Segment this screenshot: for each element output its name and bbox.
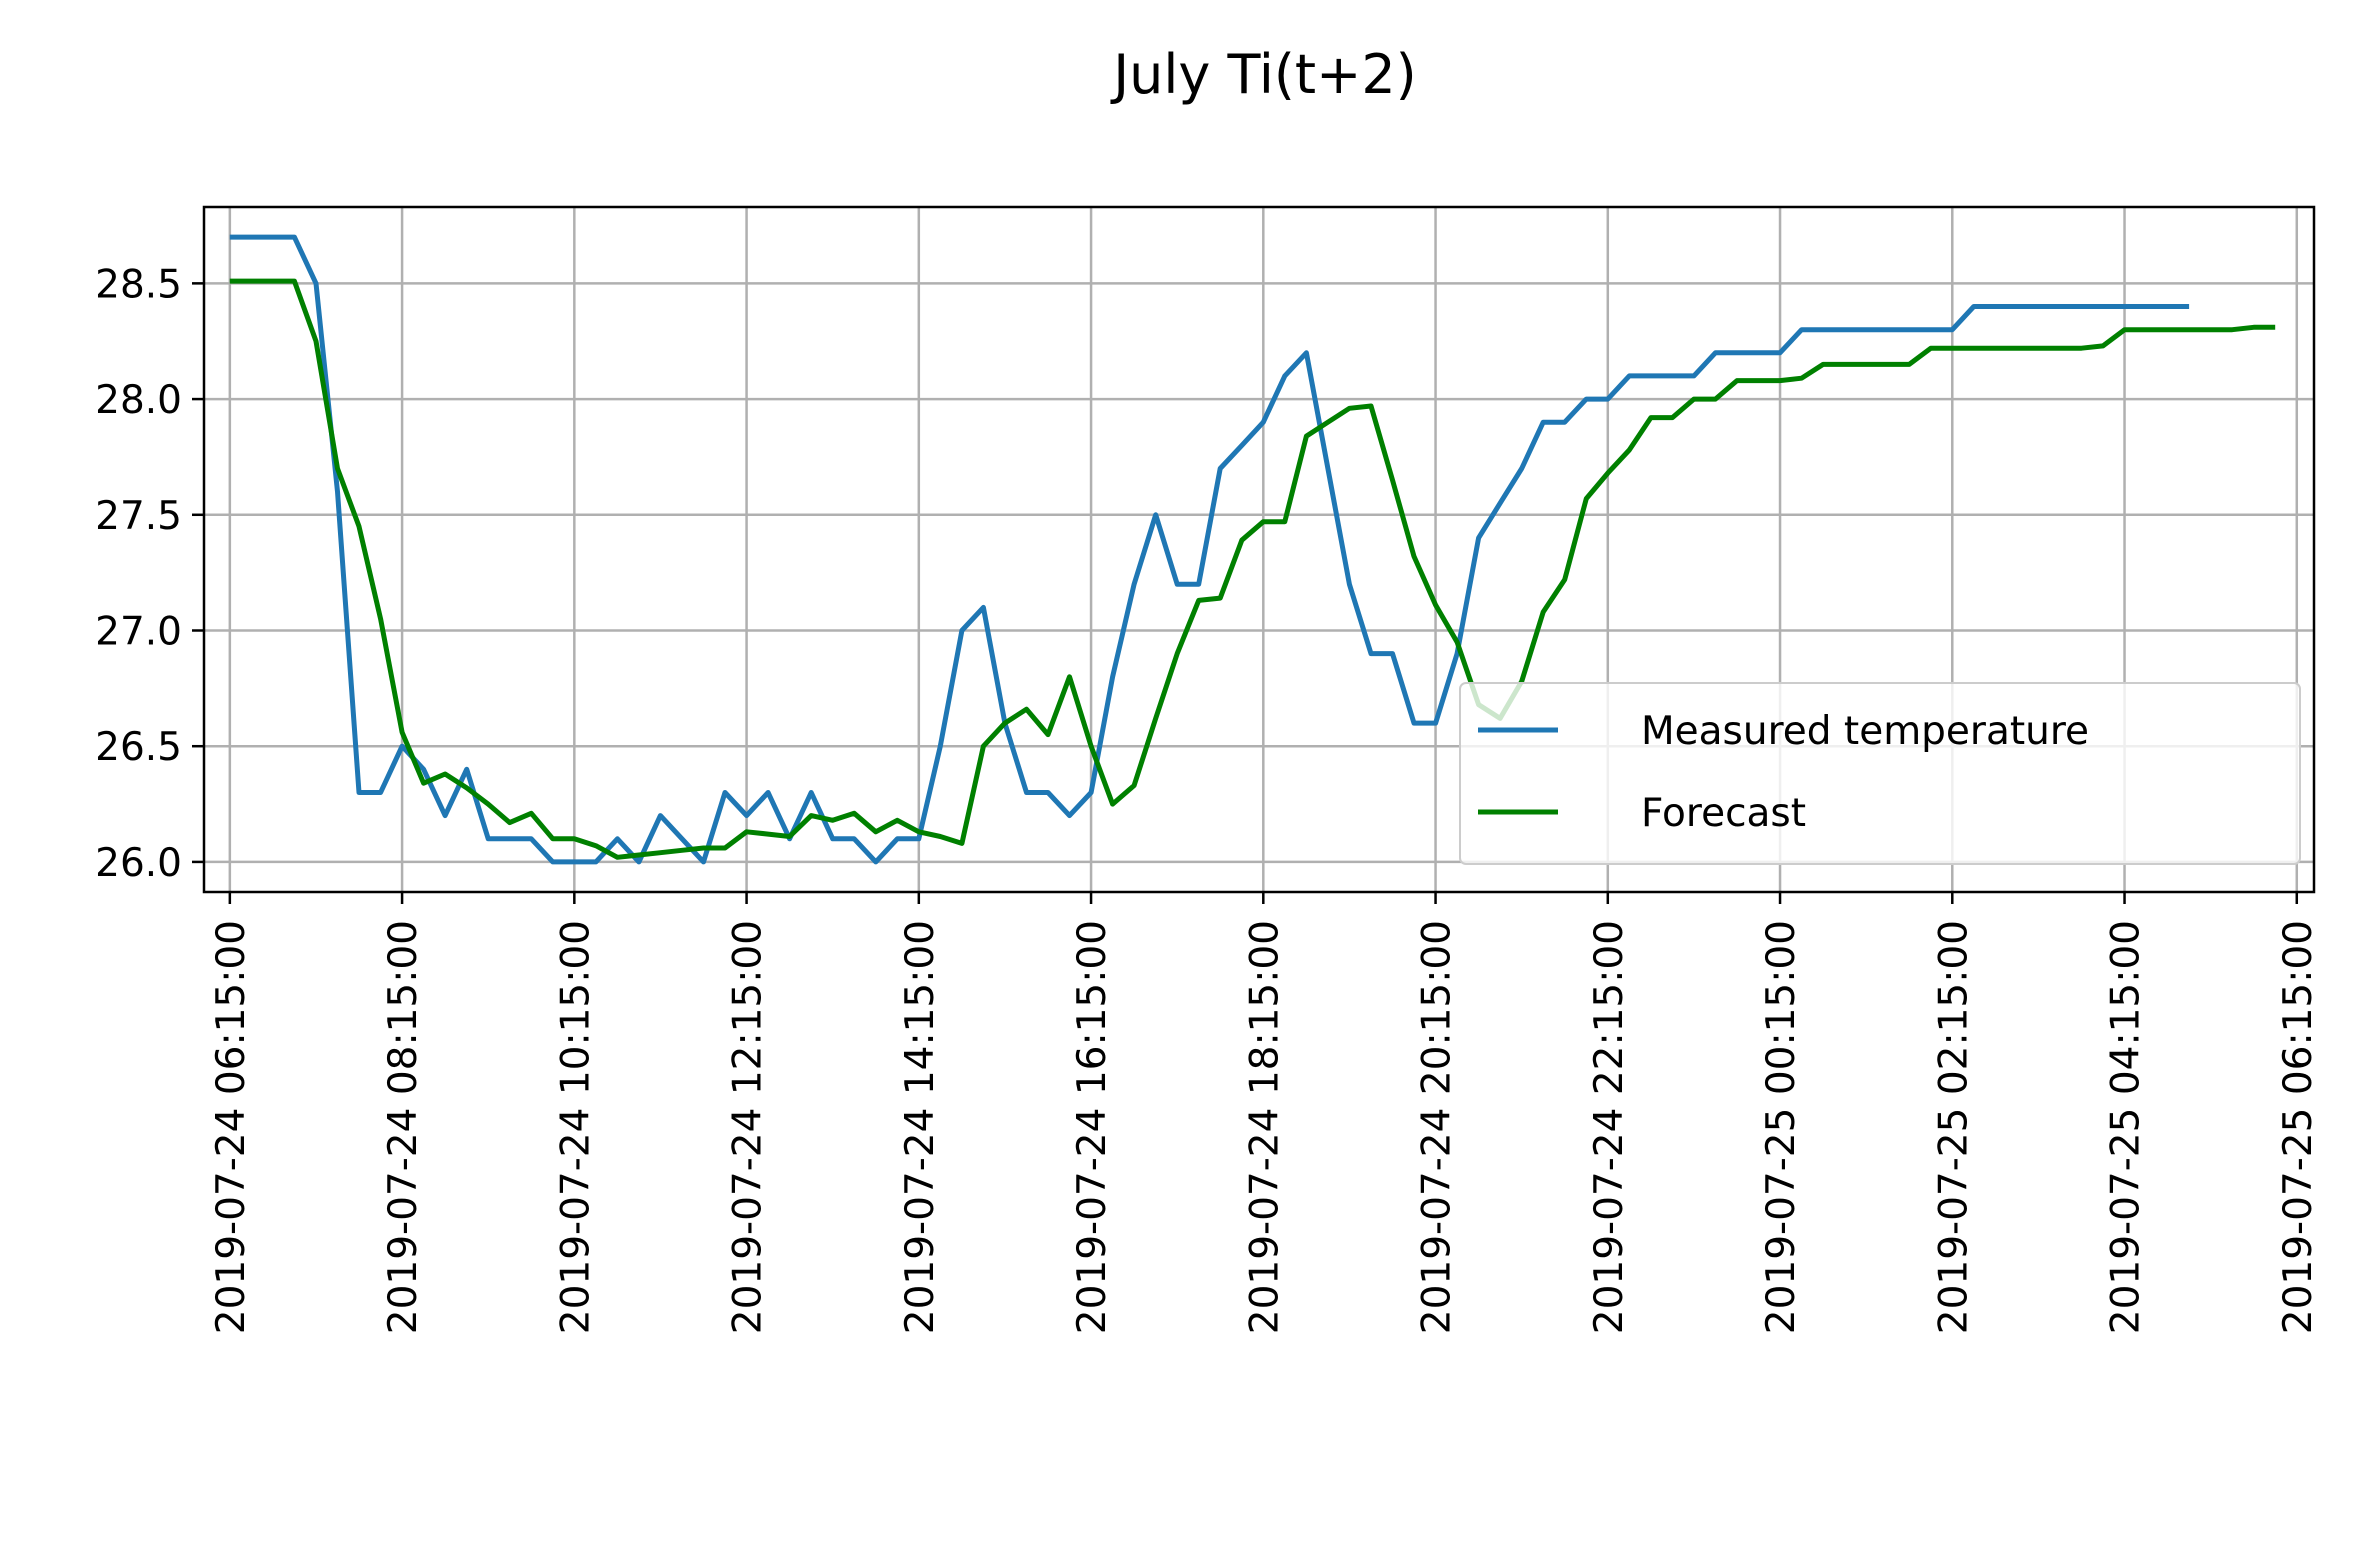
- y-tick-label: 28.0: [95, 378, 182, 423]
- x-tick-label: 2019-07-25 04:15:00: [2104, 920, 2149, 1334]
- x-tick-label: 2019-07-25 06:15:00: [2276, 920, 2321, 1334]
- x-tick-label: 2019-07-24 18:15:00: [1242, 920, 1287, 1334]
- y-tick-label: 26.0: [95, 841, 182, 886]
- y-tick-label: 28.5: [95, 262, 182, 307]
- legend-label-forecast: Forecast: [1641, 791, 1806, 836]
- x-tick-label: 2019-07-24 22:15:00: [1587, 920, 1632, 1334]
- legend-label-measured: Measured temperature: [1641, 709, 2089, 754]
- y-tick-label: 27.5: [95, 494, 182, 539]
- x-tick-label: 2019-07-24 06:15:00: [209, 920, 254, 1334]
- x-tick-label: 2019-07-25 00:15:00: [1759, 920, 1804, 1334]
- x-tick-label: 2019-07-24 20:15:00: [1415, 920, 1460, 1334]
- x-tick-label: 2019-07-24 14:15:00: [898, 920, 943, 1334]
- x-axis: 2019-07-24 06:15:00 2019-07-24 08:15:00 20…: [209, 892, 2321, 1334]
- series-layer: [229, 234, 2276, 865]
- x-tick-label: 2019-07-24 10:15:00: [553, 920, 598, 1334]
- legend-box: [1459, 682, 2301, 865]
- forecast-line: [229, 278, 2276, 860]
- x-tick-label: 2019-07-24 08:15:00: [381, 920, 426, 1334]
- chart-title: July Ti(t+2): [1110, 43, 1417, 106]
- x-tick-label: 2019-07-24 12:15:00: [726, 920, 771, 1334]
- plot-frame: [202, 205, 2316, 894]
- legend: Measured temperature Forecast: [1459, 682, 2301, 865]
- y-axis: 26.0 26.5 27.0 27.5 28.0 28.5: [95, 262, 204, 886]
- y-tick-label: 26.5: [95, 725, 182, 770]
- y-tick-label: 27.0: [95, 609, 182, 654]
- x-tick-label: 2019-07-24 16:15:00: [1070, 920, 1115, 1334]
- measured-temperature-line: [229, 234, 2190, 865]
- x-tick-label: 2019-07-25 02:15:00: [1931, 920, 1976, 1334]
